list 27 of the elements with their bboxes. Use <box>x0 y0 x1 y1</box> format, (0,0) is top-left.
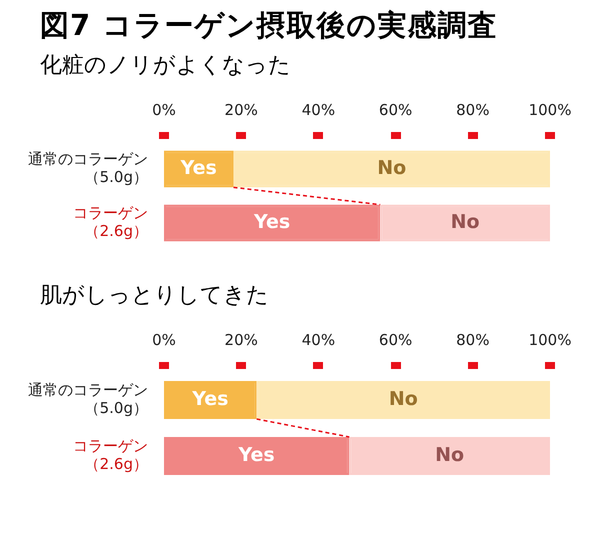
x-tick-label: 80% <box>456 100 490 119</box>
y-tick-label: コラーゲン（2.6g） <box>73 436 148 473</box>
x-tick-label: 60% <box>378 100 412 119</box>
y-tick-label: 通常のコラーゲン（5.0g） <box>28 150 148 186</box>
x-tick-label: 40% <box>302 330 336 349</box>
x-tick-label: 100% <box>528 100 572 119</box>
series-label: Yes <box>180 156 217 179</box>
series-label: No <box>377 156 406 179</box>
x-tick-label: 40% <box>302 100 336 119</box>
series-label: No <box>388 388 418 410</box>
chart-title: 図7 コラーゲン摂取後の実感調査 <box>39 7 498 44</box>
text: No <box>435 444 464 466</box>
series-label: Yes <box>191 388 228 410</box>
text: Yes <box>254 210 290 233</box>
x-tick-label: 20% <box>224 100 258 119</box>
x-tick-label: 0% <box>152 330 176 349</box>
x-tick-label: 80% <box>456 330 490 349</box>
y-tick-label: コラーゲン（2.6g） <box>73 204 148 240</box>
x-tick-label: 60% <box>378 330 412 349</box>
text: No <box>450 210 480 233</box>
x-tick-label: 0% <box>152 100 176 119</box>
chart-subtitle: 化粧のノリがよくなった <box>39 52 292 80</box>
x-tick-label: 20% <box>224 330 258 349</box>
chart-subtitle: 肌がしっとりしてきた <box>39 282 270 310</box>
text: Yes <box>238 444 275 466</box>
x-tick-label: 100% <box>528 330 572 349</box>
y-tick-label: 通常のコラーゲン（5.0g） <box>28 380 148 417</box>
